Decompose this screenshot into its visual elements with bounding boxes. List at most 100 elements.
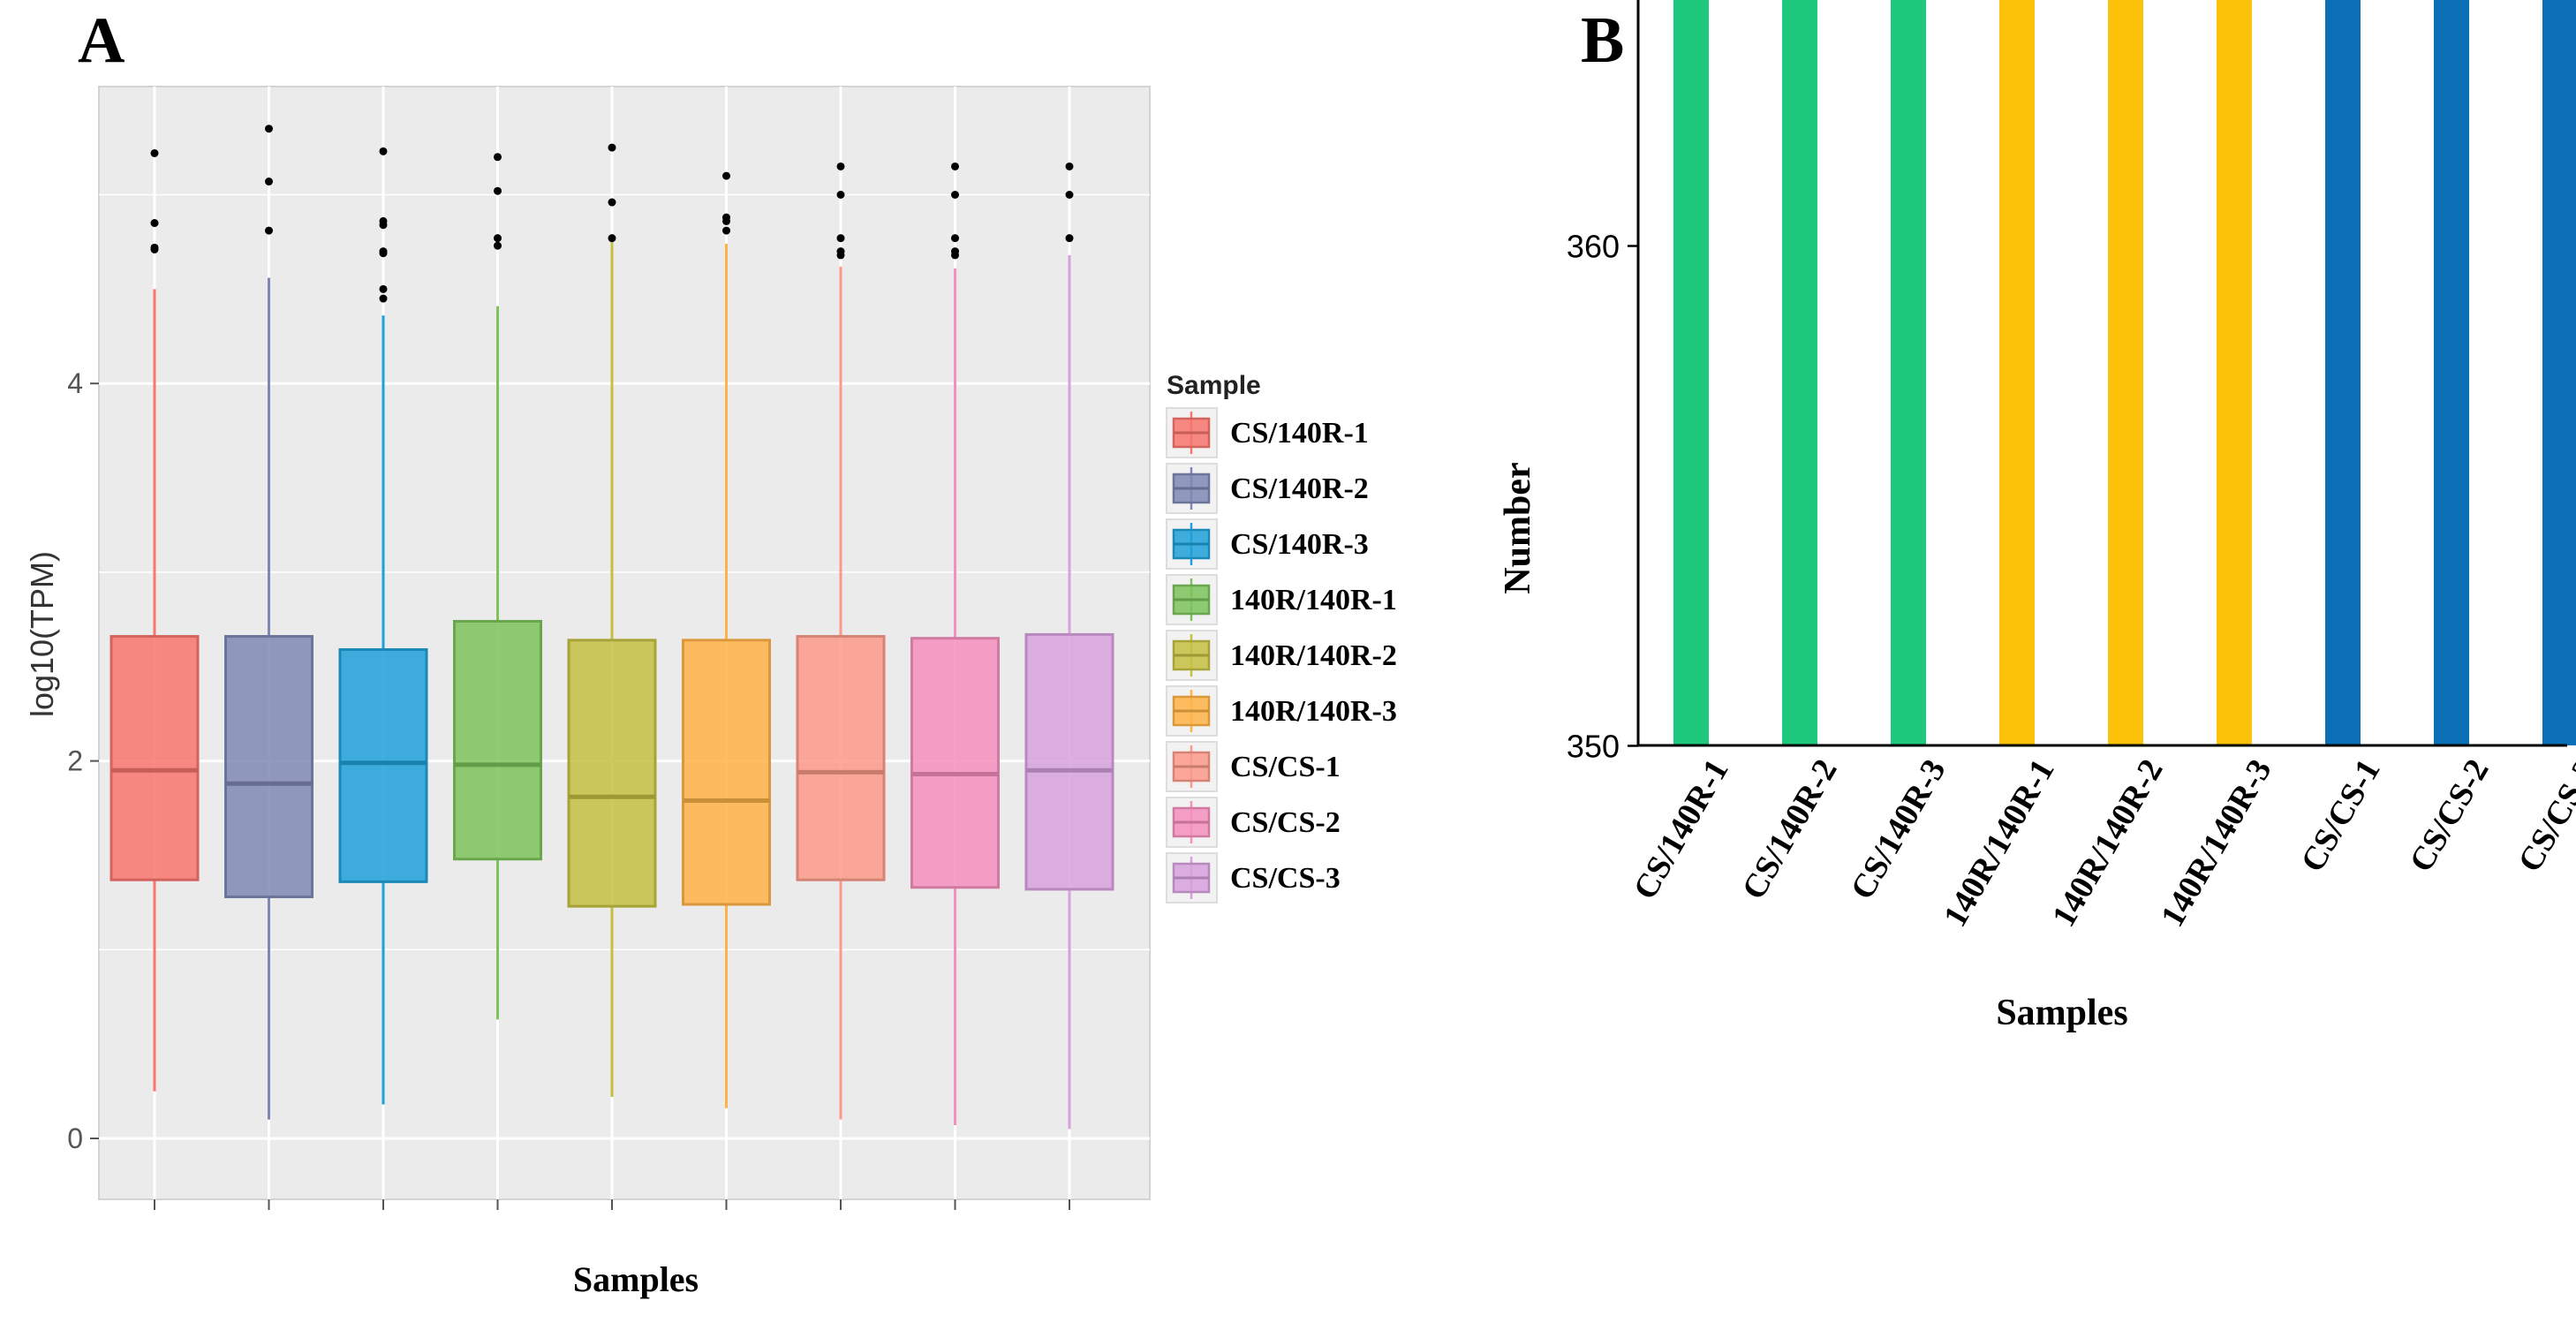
legend-item: 140R/140R-3 [1166,685,1397,737]
outlier-point [722,213,730,222]
panel-a-x-axis-label: Samples [573,1259,699,1299]
box-cs-cs-2 [910,162,1000,1126]
y-tick-label: 4 [67,367,83,399]
x-tick-label: 140R/140R-1 [1937,753,2062,934]
box-iqr [224,635,314,898]
outlier-point [836,247,845,256]
outlier-point [1065,162,1074,170]
bar-cs-cs-1 [2325,0,2361,745]
panel-b-y-axis-label: Number [1498,462,1538,593]
legend-items: CS/140R-1 CS/140R-2 CS/140R-3 140R/140R-1 14… [1166,407,1397,903]
panel-a-legend: Sample CS/140R-1 CS/140R-2 CS/140R-3 140R/1… [1166,371,1397,903]
outlier-point [379,284,388,293]
legend-label: 140R/140R-3 [1230,695,1397,728]
x-tick-label: CS/CS-2 [2403,753,2497,879]
panel-a-boxplot: 024 log10(TPM) Samples Sample CS/140R-1C… [24,86,1397,1299]
box-iqr [567,639,657,908]
bar-140r-140r-2 [2108,0,2143,745]
box-cs-cs-3 [1024,162,1114,1130]
outlier-point [1065,234,1074,243]
legend-item: 140R/140R-1 [1166,574,1397,625]
outlier-point [494,153,502,162]
outlier-point [608,198,616,207]
panel-b-x-tick-labels: CS/140R-1 CS/140R-2 CS/140R-3140R/140R-114… [1627,753,2576,934]
bar-140r-140r-1 [1999,0,2035,745]
bar-cs-140r-1 [1673,0,1709,745]
box-iqr [338,648,428,883]
outlier-point [1065,191,1074,199]
box-cs-140r-3 [338,147,428,1105]
legend-item: CS/140R-1 [1166,407,1369,458]
box-cs-cs-1 [796,162,886,1120]
outlier-point [608,143,616,152]
legend-label: CS/140R-1 [1230,417,1369,450]
outlier-point [150,219,159,228]
outlier-point [722,171,730,180]
outlier-point [722,226,730,235]
outlier-point [951,247,959,256]
legend-item: CS/CS-2 [1166,797,1341,848]
y-tick-label: 2 [67,745,83,777]
box-cs-140r-2 [224,125,314,1120]
outlier-point [379,294,388,303]
box-iqr [796,635,886,881]
panel-a-y-axis: 0 2 4 [67,367,99,1154]
bar-140r-140r-3 [2217,0,2252,745]
bar-cs-140r-3 [1891,0,1926,745]
legend-item: CS/140R-3 [1166,518,1369,570]
outlier-point [379,147,388,155]
legend-label: 140R/140R-2 [1230,639,1397,672]
legend-label: CS/CS-1 [1230,751,1341,783]
outlier-point [951,191,959,199]
outlier-point [494,241,502,250]
box-iqr [682,639,771,906]
outlier-point [494,234,502,243]
x-tick-label: CS/CS-3 [2512,753,2576,879]
x-tick-label: CS/140R-2 [1735,753,1845,906]
outlier-point [150,243,159,252]
panel-a-boxes [110,125,1114,1130]
outlier-point [150,148,159,157]
box-iqr [910,637,1000,889]
x-tick-label: 140R/140R-2 [2045,753,2171,934]
legend-item: 140R/140R-2 [1166,630,1397,681]
panel-a-y-axis-label: log10(TPM) [24,551,60,717]
outlier-point [265,226,273,235]
panel-b-bars [1673,0,2576,745]
outlier-point [265,125,273,133]
legend-item: CS/140R-2 [1166,463,1369,514]
legend-title: Sample [1167,371,1261,400]
x-tick-label: CS/CS-1 [2294,753,2388,879]
outlier-point [379,247,388,256]
panel-b-x-axis-label: Samples [1996,993,2127,1033]
panel-b-letter: B [1581,4,1624,77]
legend-label: CS/CS-2 [1230,806,1341,839]
outlier-point [836,234,845,243]
bar-cs-140r-2 [1782,0,1817,745]
y-tick-label: 360 [1567,229,1620,265]
outlier-point [379,216,388,225]
box-140r-140r-2 [567,143,657,1097]
legend-label: CS/140R-3 [1230,528,1369,561]
x-tick-label: 140R/140R-3 [2154,753,2279,934]
y-tick-label: 0 [67,1123,83,1154]
bar-cs-cs-3 [2542,0,2576,745]
panel-b-bar-chart: 350360370380390400410420 CS/140R-1CS/140… [1498,0,2576,1033]
box-iqr [1024,632,1114,891]
x-tick-label: CS/140R-3 [1844,753,1953,906]
legend-label: 140R/140R-1 [1230,584,1397,616]
box-iqr [110,635,200,881]
outlier-point [608,234,616,243]
panel-a-x-ticks [154,1199,1070,1210]
box-140r-140r-3 [682,171,771,1108]
box-iqr [453,619,542,861]
outlier-point [951,162,959,170]
outlier-point [836,191,845,199]
legend-item: CS/CS-3 [1166,852,1341,903]
y-tick-label: 350 [1567,729,1620,765]
x-tick-label: CS/140R-1 [1627,753,1736,906]
outlier-point [494,186,502,195]
panel-a-letter: A [78,4,125,77]
panel-b-y-axis: 350360370380390400410420 [1567,0,2567,765]
